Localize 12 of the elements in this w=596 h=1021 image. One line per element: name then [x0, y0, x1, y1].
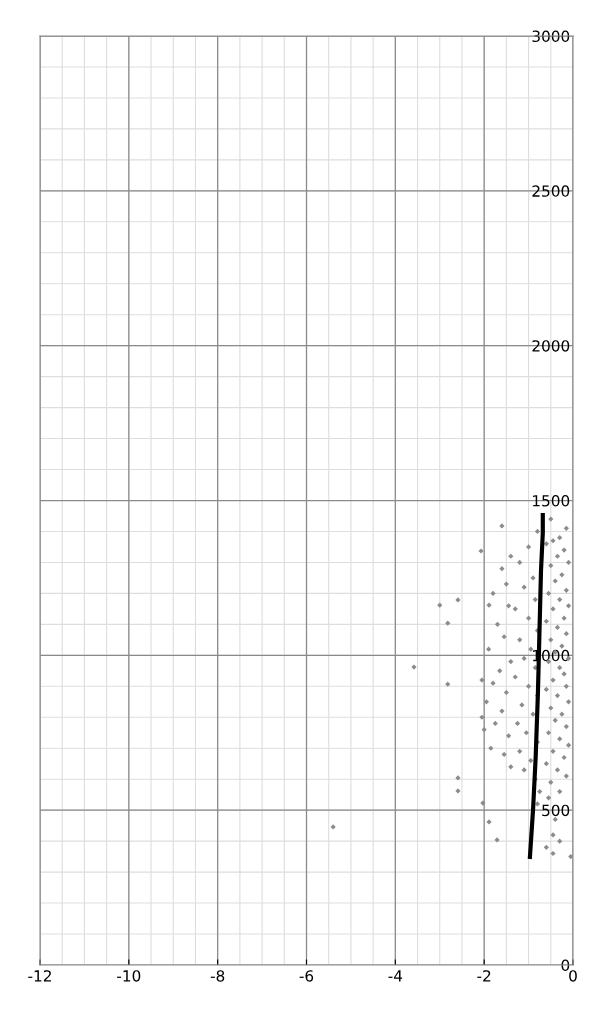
- y-tick-label: 0: [561, 959, 570, 972]
- x-tick-label: -2: [477, 970, 491, 982]
- y-tick-label: 2500: [532, 185, 570, 197]
- x-tick-label: -12: [28, 970, 51, 982]
- x-tick-label: -6: [299, 970, 314, 982]
- x-tick-label: -10: [117, 970, 141, 982]
- x-tick-label: -8: [210, 970, 225, 982]
- y-tick-label: 1500: [533, 494, 570, 507]
- y-tick-label: 2000: [532, 340, 570, 352]
- x-tick-label: -4: [388, 970, 403, 982]
- y-tick-label: 500: [542, 804, 570, 817]
- y-tick-label: 3000: [532, 30, 570, 43]
